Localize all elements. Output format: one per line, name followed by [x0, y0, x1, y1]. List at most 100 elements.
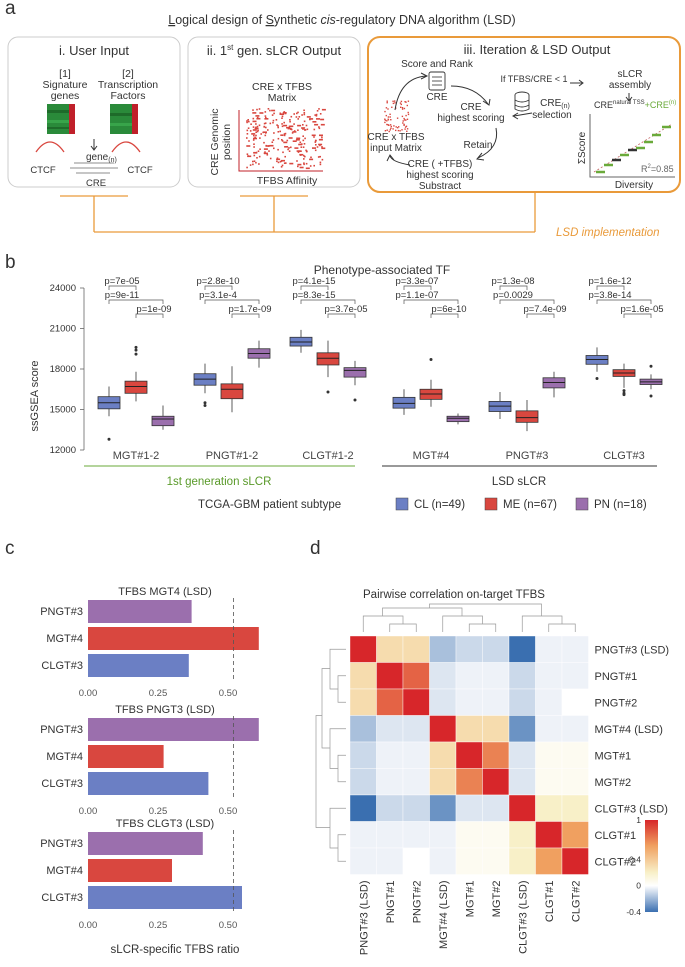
input-matrix-dot: [394, 102, 396, 104]
heatmap-cell: [455, 741, 483, 769]
input-matrix-dot: [386, 102, 388, 104]
matrix-dot: [295, 139, 300, 141]
heatmap-cell: [429, 662, 457, 690]
heatmap-cell: [508, 715, 536, 743]
matrix-dot: [280, 166, 283, 168]
matrix-dot: [315, 139, 317, 142]
matrix-dot: [316, 118, 320, 120]
matrix-dot: [263, 131, 267, 133]
matrix-dot: [272, 166, 274, 169]
matrix-dot: [263, 126, 265, 128]
matrix-dot: [277, 148, 279, 151]
matrix-dot: [299, 154, 302, 156]
matrix-dot: [277, 125, 279, 127]
heatmap-cell: [402, 768, 430, 796]
bar: [88, 654, 189, 677]
heatmap-cell: [561, 821, 589, 849]
input-matrix-dot: [404, 128, 406, 130]
matrix-dot: [264, 122, 267, 124]
matrix-dot: [297, 124, 302, 127]
input-matrix-dot: [385, 107, 388, 109]
input-matrix-dot: [405, 119, 407, 121]
significance-bracket: [430, 313, 459, 318]
bar-chart: sLCR-specific TFBS ratio TFBS MGT4 (LSD)…: [40, 586, 259, 956]
matrix-dot: [296, 150, 301, 152]
y-tick-label: 12000: [50, 445, 76, 456]
bar-chart-xlabel: sLCR-specific TFBS ratio: [111, 944, 240, 956]
heatmap-cell: [508, 768, 536, 796]
heatmap-cell: [455, 768, 483, 796]
significance-bracket: [108, 285, 137, 290]
matrix-dot: [288, 147, 290, 149]
matrix-dot: [271, 109, 276, 112]
arrow-down-icon-2: [625, 93, 633, 102]
heatmap-cell: [455, 847, 483, 875]
significance-bracket: [403, 299, 459, 304]
matrix-dot: [247, 119, 249, 121]
legend-swatch-pn: [575, 497, 589, 511]
heatmap-cell: [482, 662, 510, 690]
panel-label-c: c: [5, 538, 15, 559]
category-label: CLGT#1-2: [302, 450, 353, 462]
heatmap-cell: [349, 741, 377, 769]
y-tick-label: 24000: [50, 283, 76, 294]
matrix-dot: [294, 147, 299, 149]
input-matrix-dot: [386, 123, 388, 126]
ctcf-right-label: CTCF: [127, 165, 153, 176]
box-outlier: [134, 348, 138, 352]
p-value-label: p=1.7e-09: [228, 304, 271, 315]
category-label: CLGT#3: [603, 450, 645, 462]
matrix-dot: [302, 146, 305, 148]
matrix-dot: [315, 144, 317, 146]
matrix-dot: [267, 129, 269, 131]
significance-bracket: [327, 313, 356, 318]
matrix-dot: [303, 143, 306, 145]
matrix-title-1: CRE x TFBS: [252, 81, 312, 93]
matrix-dot: [305, 167, 310, 170]
matrix-dot: [273, 132, 275, 134]
matrix-axes: [238, 110, 323, 172]
matrix-dot: [264, 115, 267, 117]
matrix-dot: [252, 117, 255, 120]
bar-category-label: MGT#4: [46, 865, 83, 877]
matrix-dot: [271, 114, 274, 116]
matrix-dot: [255, 115, 260, 117]
significance-bracket: [596, 285, 625, 290]
matrix-dot: [296, 137, 301, 140]
matrix-dot: [269, 157, 272, 160]
heatmap-row-label: MGT#4 (LSD): [595, 724, 663, 736]
matrix-dot: [320, 123, 325, 126]
input-matrix-label2: input Matrix: [370, 143, 422, 154]
x-tick-label: 0.25: [149, 688, 168, 699]
matrix-dot: [273, 112, 275, 115]
matrix-dot: [301, 114, 303, 116]
heatmap-cell: [349, 847, 377, 875]
input-matrix-dot: [407, 113, 410, 116]
heatmap-cell: [561, 688, 589, 716]
category-label: PNGT#1-2: [206, 450, 259, 462]
bar-panel-title: TFBS PNGT3 (LSD): [115, 704, 215, 716]
p-value-label: p=2.8e-10: [196, 276, 239, 287]
input-matrix-dot: [403, 124, 405, 126]
matrix-dot: [318, 108, 320, 110]
input-matrix-dot: [405, 101, 407, 103]
matrix-dot: [272, 139, 275, 141]
p-value-label: p=1e-09: [136, 304, 171, 315]
matrix-dot: [293, 113, 295, 115]
matrix-dot: [297, 163, 302, 166]
matrix-dot: [306, 116, 311, 118]
matrix-dot: [309, 158, 314, 161]
matrix-dot: [257, 129, 259, 132]
matrix-dot: [247, 127, 250, 129]
heatmap-cell: [455, 635, 483, 663]
matrix-dot: [248, 140, 250, 142]
checklist-icon: [428, 71, 446, 91]
box-chart-ylabel: ssGSEA score: [29, 361, 41, 432]
signature-heatmap-icon: [47, 104, 75, 134]
matrix-dot: [276, 157, 279, 159]
p-value-label: p=1.3e-08: [491, 276, 534, 287]
assembly-formula: CREnatural TSS+CRE(n): [594, 100, 676, 110]
heatmap-cell: [535, 635, 563, 663]
x-tick-label: 0.00: [79, 920, 98, 931]
subtract-label3: Substract: [419, 181, 461, 192]
